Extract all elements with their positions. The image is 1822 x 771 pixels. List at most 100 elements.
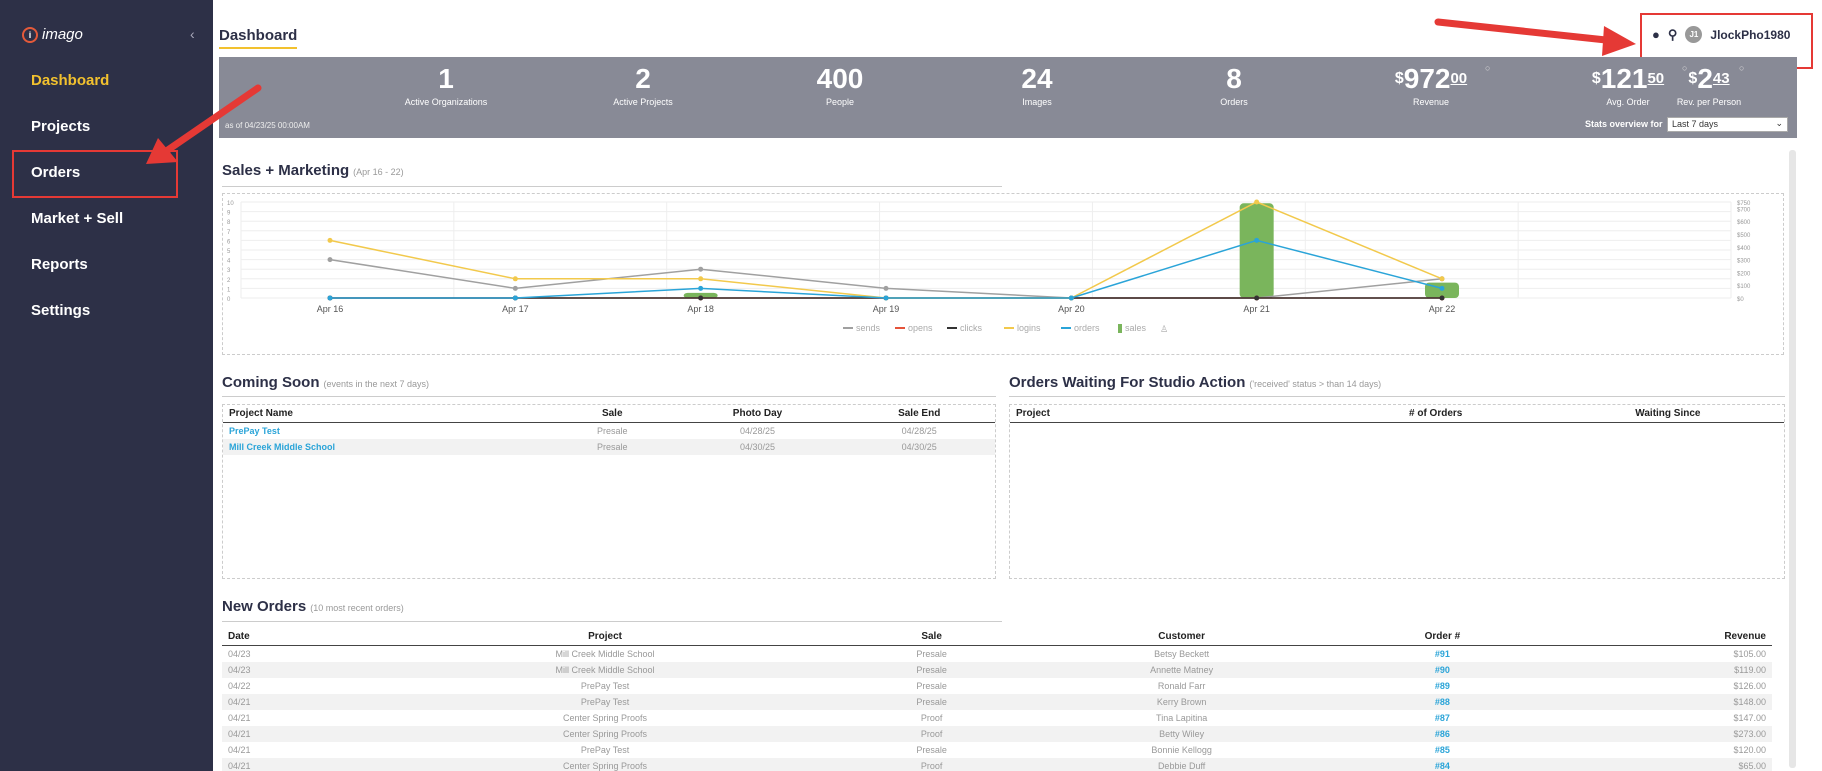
cell-date: 04/23 xyxy=(222,662,369,678)
orders-highlight-box xyxy=(12,150,178,198)
cell-revenue: $147.00 xyxy=(1733,713,1766,723)
sidebar-item-dashboard[interactable]: Dashboard xyxy=(31,72,110,89)
sales-marketing-title-text: Sales + Marketing xyxy=(222,162,350,179)
stat-value: 972 xyxy=(1403,63,1451,94)
stat-label: Active Organizations xyxy=(404,97,488,107)
table-row: PrePay Test Presale 04/28/25 04/28/25 xyxy=(223,423,995,440)
page-scrollbar[interactable] xyxy=(1789,150,1796,768)
collapse-sidebar-icon[interactable]: ‹ xyxy=(190,26,195,42)
cell-date: 04/21 xyxy=(222,758,369,771)
cell-sale: Proof xyxy=(920,713,943,723)
search-icon[interactable]: ⚲ xyxy=(1667,26,1678,42)
order-link[interactable]: #84 xyxy=(1341,758,1544,771)
x-tick-label: Apr 20 xyxy=(1058,304,1085,314)
series-point-clicks xyxy=(1254,295,1260,301)
orders-waiting-table: Project # of Orders Waiting Since xyxy=(1010,405,1784,423)
user-annotation-arrow xyxy=(1434,18,1636,56)
sidebar-item-market-sell[interactable]: Market + Sell xyxy=(31,210,124,227)
orders-waiting-title-text: Orders Waiting For Studio Action xyxy=(1009,374,1246,391)
sidebar-item-orders[interactable]: Orders xyxy=(31,164,81,181)
series-point-orders xyxy=(327,295,333,301)
project-link[interactable]: PrePay Test xyxy=(229,426,280,436)
cell-project: Mill Creek Middle School xyxy=(555,649,655,659)
cell-date: 04/23 xyxy=(228,649,251,659)
y2-tick-label: $100 xyxy=(1737,284,1751,290)
new-orders-title: New Orders (10 most recent orders) xyxy=(222,598,404,615)
orders-waiting-subtitle: ('received' status > than 14 days) xyxy=(1249,379,1382,389)
col-num-orders: # of Orders xyxy=(1319,405,1552,423)
coming-soon-title: Coming Soon (events in the next 7 days) xyxy=(222,374,429,391)
logo[interactable]: i imago xyxy=(22,26,83,43)
stat-rev-per-person: $243 Rev. per Person ○ xyxy=(1619,63,1799,107)
cell-sale: Proof xyxy=(841,758,1023,771)
stat-value: 2 xyxy=(635,63,651,94)
cell-project: Mill Creek Middle School xyxy=(368,662,842,678)
cell-revenue: $119.00 xyxy=(1543,662,1772,678)
cell-customer: Betty Wiley xyxy=(1022,726,1342,742)
coming-soon-title-text: Coming Soon xyxy=(222,374,320,391)
y-tick-label: 9 xyxy=(227,211,231,217)
sales-marketing-subtitle: (Apr 16 - 22) xyxy=(353,167,404,177)
avatar[interactable]: J1 xyxy=(1685,26,1703,43)
cell-customer: Kerry Brown xyxy=(1022,694,1342,710)
series-point-sends xyxy=(512,285,518,291)
cell-date: 04/21 xyxy=(228,745,251,755)
stat-label: Avg. Order xyxy=(1606,97,1650,107)
stat-label: Active Projects xyxy=(613,97,673,107)
legend-label: sends xyxy=(856,323,881,333)
y2-tick-label: $400 xyxy=(1737,246,1751,252)
order-link[interactable]: #89 xyxy=(1434,681,1450,691)
coming-soon-table: Project Name Sale Photo Day Sale End Pre… xyxy=(223,405,995,455)
user-icon[interactable]: ● xyxy=(1652,27,1660,42)
table-row: 04/21 PrePay Test Presale Kerry Brown #88 $14… xyxy=(222,694,1772,710)
new-orders-panel: Date Project Sale Customer Order # Reven… xyxy=(222,628,1772,771)
username[interactable]: JlockPho1980 xyxy=(1710,27,1791,42)
stat-value-group: $243 xyxy=(1619,63,1799,95)
x-tick-label: Apr 19 xyxy=(873,304,900,314)
sales-bar xyxy=(683,292,718,298)
new-orders-title-text: New Orders xyxy=(222,598,307,615)
y-tick-label: 10 xyxy=(227,201,234,207)
order-link[interactable]: #87 xyxy=(1434,713,1450,723)
cell-customer: Annette Matney xyxy=(1022,662,1342,678)
col-sale-end: Sale End xyxy=(843,405,995,423)
stat-value: 8 xyxy=(1226,63,1242,94)
stat-cents: 00 xyxy=(1450,70,1468,87)
table-row: 04/21 Center Spring Proofs Proof Betty Wile… xyxy=(222,726,1772,742)
series-point-orders xyxy=(1254,237,1260,243)
orders-waiting-title: Orders Waiting For Studio Action ('receiv… xyxy=(1009,374,1381,391)
y-tick-label: 6 xyxy=(227,239,231,245)
order-link[interactable]: #88 xyxy=(1341,694,1544,710)
project-link[interactable]: Mill Creek Middle School xyxy=(223,439,553,455)
sidebar-item-settings[interactable]: Settings xyxy=(31,302,91,319)
order-link[interactable]: #85 xyxy=(1434,745,1450,755)
cell-sale: Proof xyxy=(841,726,1023,742)
stat-active-projects: 2 Active Projects xyxy=(553,63,733,107)
stat-label: Rev. per Person xyxy=(1676,97,1742,107)
order-link[interactable]: #86 xyxy=(1341,726,1544,742)
series-point-orders xyxy=(1439,285,1445,291)
order-link[interactable]: #91 xyxy=(1434,649,1450,659)
stats-overview-select[interactable]: Last 7 days ⌄ xyxy=(1667,117,1788,132)
sales-bar xyxy=(1239,203,1274,298)
cell-project: Center Spring Proofs xyxy=(368,758,842,771)
y-tick-label: 1 xyxy=(227,287,231,293)
order-link[interactable]: #90 xyxy=(1341,662,1544,678)
stat-value: 121 xyxy=(1600,63,1648,94)
col-date: Date xyxy=(222,628,369,646)
y2-tick-label: $500 xyxy=(1737,233,1751,239)
col-project-name: Project Name xyxy=(223,405,553,423)
cell-date: 04/22 xyxy=(228,681,251,691)
cell-photo-day: 04/30/25 xyxy=(671,439,844,455)
divider xyxy=(222,396,996,397)
y-tick-label: 5 xyxy=(227,249,231,255)
stat-avg-order: $12150 Avg. Order ○ xyxy=(1538,63,1718,107)
divider xyxy=(222,621,1002,622)
y2-tick-label: $0 xyxy=(1737,297,1744,303)
cell-customer: Betsy Beckett xyxy=(1154,649,1210,659)
cell-revenue: $105.00 xyxy=(1733,649,1766,659)
sidebar-item-reports[interactable]: Reports xyxy=(31,256,88,273)
cell-project: PrePay Test xyxy=(580,745,630,755)
sidebar-item-projects[interactable]: Projects xyxy=(31,118,91,135)
x-tick-label: Apr 17 xyxy=(502,304,529,314)
